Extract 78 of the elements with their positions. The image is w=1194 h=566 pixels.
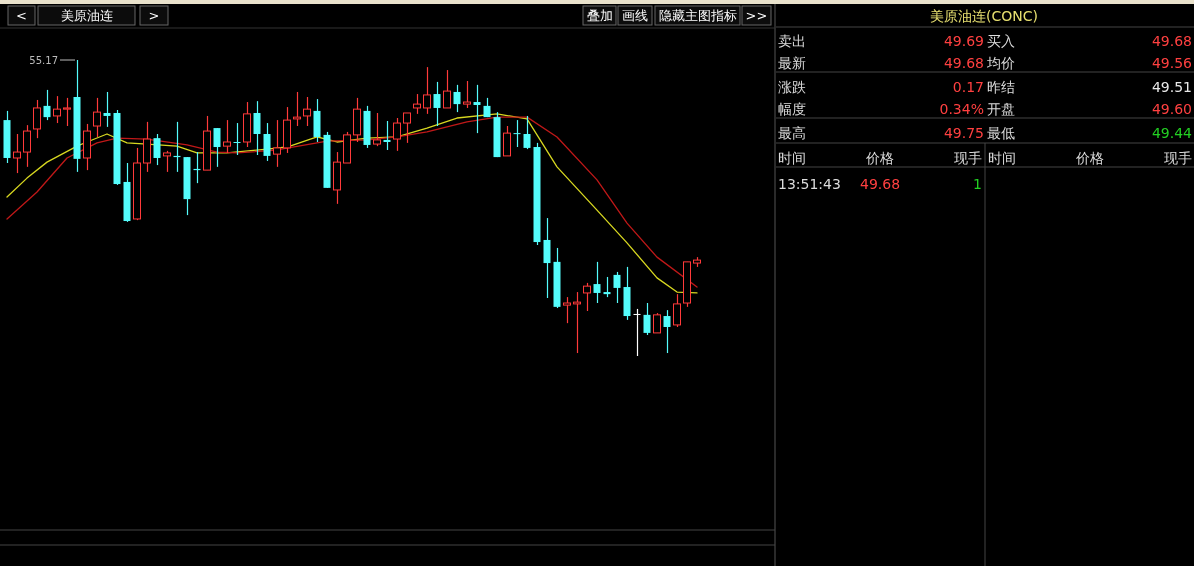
candlestick bbox=[423, 66, 431, 115]
candlestick bbox=[663, 309, 671, 354]
text: 幅度 bbox=[778, 101, 806, 117]
text: 涨跌 bbox=[778, 79, 806, 95]
text: 昨结 bbox=[987, 79, 1015, 95]
text: 49.68 bbox=[860, 176, 901, 192]
text: 49.44 bbox=[1151, 125, 1193, 141]
candlestick bbox=[233, 122, 241, 156]
candlestick bbox=[33, 99, 41, 139]
text: 现手 bbox=[954, 150, 982, 166]
candlestick bbox=[383, 120, 391, 151]
toolbar: 美原油连 < > 叠加 画线 隐藏主图指标 >> bbox=[7, 5, 772, 26]
text: 时间 bbox=[778, 150, 806, 166]
text: 49.68 bbox=[1151, 33, 1192, 49]
text: 0.34% bbox=[939, 101, 984, 117]
candlestick bbox=[593, 261, 601, 304]
text: 美原油连(CONC) bbox=[930, 8, 1038, 24]
text: 49.51 bbox=[1151, 79, 1192, 95]
candlestick bbox=[633, 308, 641, 357]
text: 最新 bbox=[778, 55, 806, 71]
candlestick bbox=[163, 150, 171, 173]
annotation: 55.17 bbox=[29, 55, 58, 66]
candlestick bbox=[673, 293, 681, 328]
candlestick bbox=[583, 282, 591, 312]
text: 时间 bbox=[988, 150, 1016, 166]
text: 开盘 bbox=[987, 101, 1015, 117]
text: 买入 bbox=[987, 33, 1015, 49]
candlestick bbox=[53, 95, 61, 124]
text: 49.68 bbox=[943, 55, 984, 71]
candlestick bbox=[403, 112, 411, 144]
text: 最低 bbox=[987, 125, 1015, 141]
text: 最高 bbox=[778, 125, 806, 141]
text: 1 bbox=[973, 176, 982, 192]
candlestick bbox=[13, 133, 21, 174]
candlestick bbox=[223, 119, 231, 154]
candlestick bbox=[573, 291, 581, 354]
candlestick bbox=[303, 96, 311, 127]
chart-title: 美原油连 bbox=[60, 8, 113, 23]
candlestick bbox=[393, 117, 401, 152]
candlestick bbox=[643, 302, 651, 336]
candlestick bbox=[613, 271, 621, 304]
candlestick bbox=[153, 133, 161, 166]
text: 49.75 bbox=[943, 125, 984, 141]
text: 49.56 bbox=[1151, 55, 1193, 71]
candlestick bbox=[603, 276, 611, 298]
candlestick bbox=[463, 80, 471, 109]
text: 现手 bbox=[1164, 150, 1192, 166]
candlestick bbox=[443, 69, 451, 109]
candlestick bbox=[213, 127, 221, 168]
text: 0.17 bbox=[952, 79, 984, 95]
candlestick bbox=[413, 93, 421, 115]
candlestick bbox=[453, 84, 461, 113]
candlestick bbox=[143, 121, 151, 173]
candlestick bbox=[523, 115, 531, 150]
candlestick bbox=[63, 97, 71, 127]
text: 均价 bbox=[986, 55, 1015, 71]
candlestick bbox=[93, 97, 101, 138]
candlestick bbox=[253, 100, 261, 156]
candlestick bbox=[43, 89, 51, 121]
text: 价格 bbox=[865, 150, 894, 166]
candlestick bbox=[23, 124, 31, 168]
candlestick bbox=[503, 125, 511, 157]
candlestick bbox=[273, 119, 281, 168]
text: 49.69 bbox=[943, 33, 984, 49]
candlestick bbox=[103, 91, 111, 128]
text: 49.60 bbox=[1151, 101, 1192, 117]
text: 价格 bbox=[1075, 150, 1104, 166]
candlestick bbox=[263, 122, 271, 162]
candlestick bbox=[473, 84, 481, 134]
text: 卖出 bbox=[778, 33, 806, 49]
candlestick bbox=[543, 217, 551, 299]
candlestick bbox=[563, 296, 571, 324]
candlestick bbox=[513, 119, 521, 148]
candlestick bbox=[433, 81, 441, 127]
candlestick bbox=[373, 112, 381, 147]
candlestick bbox=[293, 91, 301, 127]
text: 13:51:43 bbox=[778, 176, 841, 192]
candlestick bbox=[653, 312, 661, 334]
